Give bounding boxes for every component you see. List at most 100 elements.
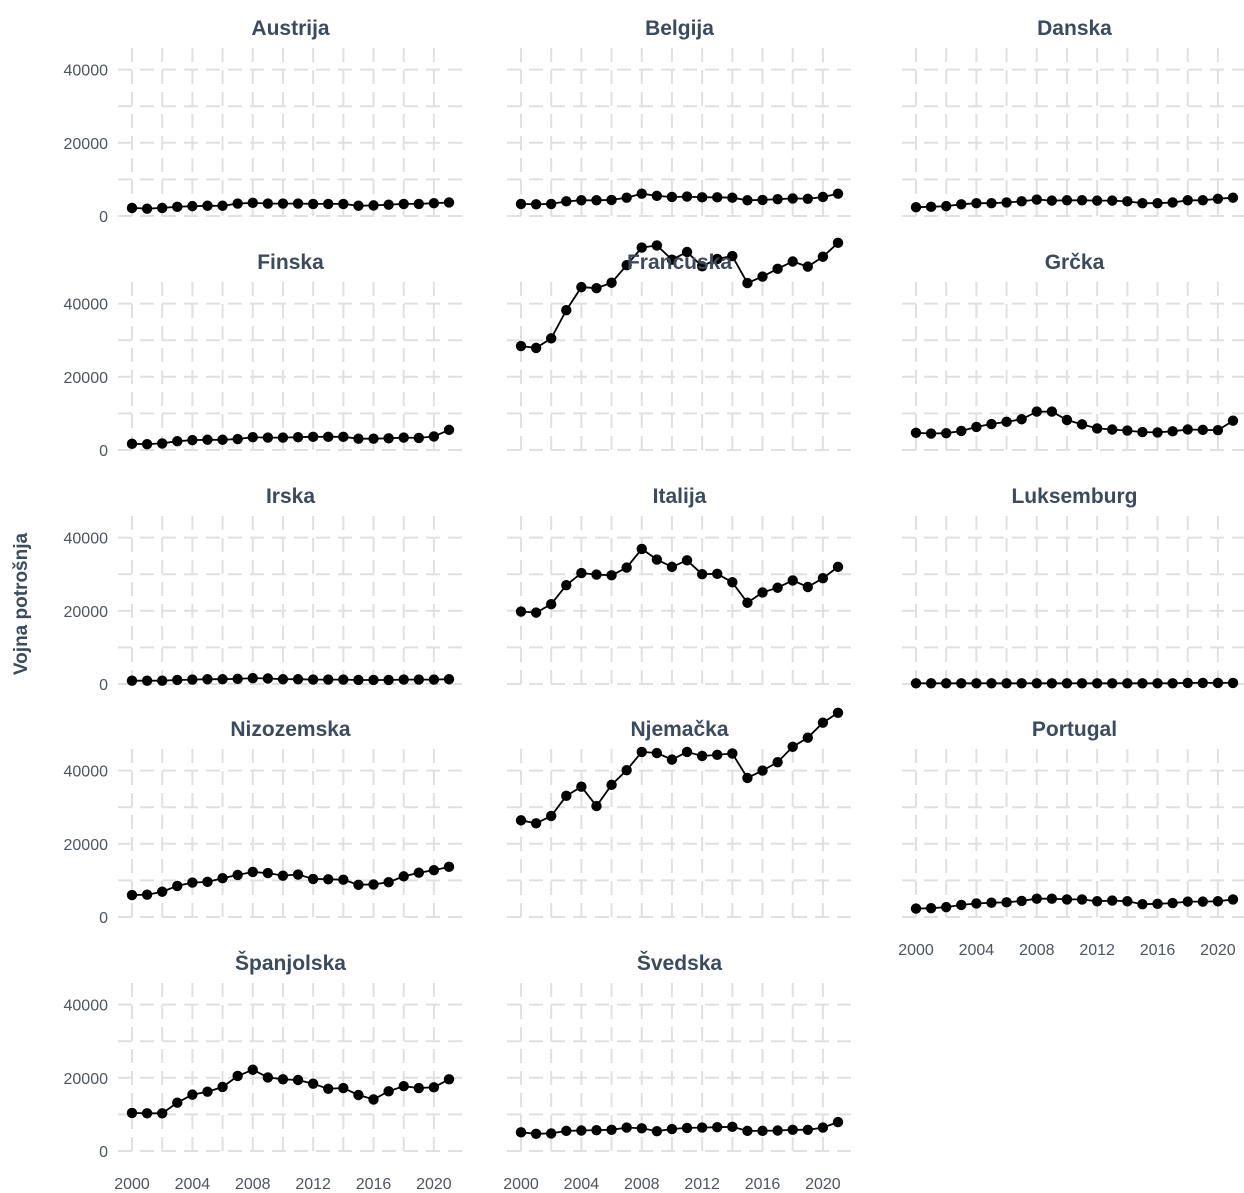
data-point-portugal — [1061, 894, 1073, 905]
data-point-luksemburg — [1182, 677, 1193, 689]
data-point-austrija — [156, 202, 168, 214]
data-point-italija — [651, 554, 663, 565]
x-tick-label: 2008 — [624, 1176, 660, 1193]
x-tick-label: 2000 — [503, 1176, 539, 1193]
data-point-grcka — [1122, 425, 1133, 436]
data-point-svedska — [742, 1125, 753, 1137]
x-tick-label: 2020 — [1200, 942, 1236, 959]
y-tick-label: 0 — [99, 910, 108, 927]
data-point-portugal — [910, 903, 922, 914]
data-point-belgija — [712, 192, 723, 203]
y-tick-label: 0 — [99, 443, 108, 460]
x-tick-label: 2020 — [805, 1176, 841, 1193]
data-point-svedska — [515, 1127, 527, 1138]
data-point-danska — [1197, 195, 1209, 206]
series-line-belgija — [520, 192, 839, 206]
data-point-italija — [530, 607, 542, 618]
data-point-grcka — [1046, 406, 1058, 417]
data-point-belgija — [606, 194, 617, 206]
data-point-francuska — [742, 277, 753, 289]
data-point-grcka — [1137, 426, 1148, 438]
data-point-spanjolska — [126, 1107, 138, 1119]
data-point-irska — [413, 674, 425, 685]
x-tick-label: 2000 — [114, 1176, 150, 1193]
data-point-luksemburg — [1001, 678, 1012, 689]
data-point-francuska — [817, 251, 829, 262]
data-point-luksemburg — [1107, 678, 1118, 689]
data-point-italija — [787, 575, 798, 586]
series-line-finska — [131, 429, 450, 446]
data-point-austrija — [443, 197, 455, 208]
data-point-njemacka — [515, 815, 527, 826]
data-point-finska — [232, 433, 243, 445]
data-point-grcka — [940, 427, 952, 439]
data-point-finska — [262, 432, 274, 443]
data-point-njemacka — [636, 746, 647, 758]
data-point-francuska — [757, 271, 768, 282]
data-point-francuska — [515, 340, 527, 352]
panel-title-austrija: Austrija — [251, 17, 330, 40]
y-tick-label: 40000 — [64, 63, 109, 80]
panel-title-francuska: Francuska — [627, 251, 732, 274]
panel-title-danska: Danska — [1037, 17, 1112, 40]
data-point-portugal — [940, 901, 952, 913]
y-tick-label: 0 — [99, 209, 108, 226]
data-point-austrija — [262, 198, 274, 209]
data-point-italija — [817, 573, 829, 584]
data-point-austrija — [398, 198, 409, 210]
data-point-njemacka — [712, 749, 723, 761]
data-point-grcka — [1152, 427, 1163, 438]
data-point-njemacka — [621, 765, 632, 776]
series-line-portugal — [915, 897, 1234, 910]
data-point-belgija — [802, 193, 814, 204]
data-point-nizozemska — [232, 869, 243, 881]
data-point-spanjolska — [398, 1081, 409, 1092]
data-point-francuska — [712, 253, 723, 265]
data-point-irska — [277, 674, 289, 685]
data-point-nizozemska — [413, 867, 425, 878]
data-point-nizozemska — [428, 864, 440, 876]
panel-title-njemacka: Njemačka — [630, 718, 728, 741]
data-point-grcka — [1182, 424, 1193, 435]
data-point-belgija — [696, 192, 708, 203]
data-point-italija — [742, 597, 753, 608]
data-point-nizozemska — [202, 876, 213, 888]
data-point-njemacka — [561, 790, 572, 802]
data-point-finska — [338, 431, 349, 443]
data-point-njemacka — [742, 772, 753, 784]
data-point-irska — [353, 674, 364, 686]
data-point-spanjolska — [338, 1082, 349, 1094]
data-point-luksemburg — [925, 678, 937, 689]
data-point-italija — [545, 599, 557, 610]
series-layer — [126, 188, 1239, 1139]
data-point-nizozemska — [307, 873, 319, 885]
data-point-irska — [323, 674, 334, 685]
data-point-austrija — [323, 198, 334, 210]
x-tick-label: 2008 — [1019, 942, 1055, 959]
data-point-belgija — [591, 195, 602, 206]
data-point-luksemburg — [971, 678, 982, 689]
data-point-svedska — [727, 1121, 738, 1133]
data-point-luksemburg — [1016, 678, 1027, 689]
data-point-njemacka — [772, 756, 783, 768]
data-point-njemacka — [727, 748, 738, 759]
data-point-belgija — [772, 193, 783, 205]
data-point-luksemburg — [1031, 678, 1042, 689]
data-point-austrija — [292, 198, 304, 209]
data-point-belgija — [727, 192, 738, 203]
data-point-luksemburg — [956, 678, 967, 689]
data-point-luksemburg — [1212, 677, 1224, 689]
data-point-njemacka — [666, 754, 678, 765]
data-point-spanjolska — [368, 1094, 379, 1105]
data-point-nizozemska — [277, 870, 289, 881]
data-point-portugal — [1091, 896, 1103, 907]
x-tick-label: 2004 — [175, 1176, 211, 1193]
y-tick-label: 40000 — [64, 998, 109, 1015]
data-point-finska — [277, 432, 289, 443]
data-point-nizozemska — [187, 877, 198, 888]
data-point-spanjolska — [172, 1097, 183, 1108]
data-point-spanjolska — [187, 1089, 198, 1100]
data-point-austrija — [383, 199, 394, 210]
y-tick-label: 20000 — [64, 136, 109, 153]
